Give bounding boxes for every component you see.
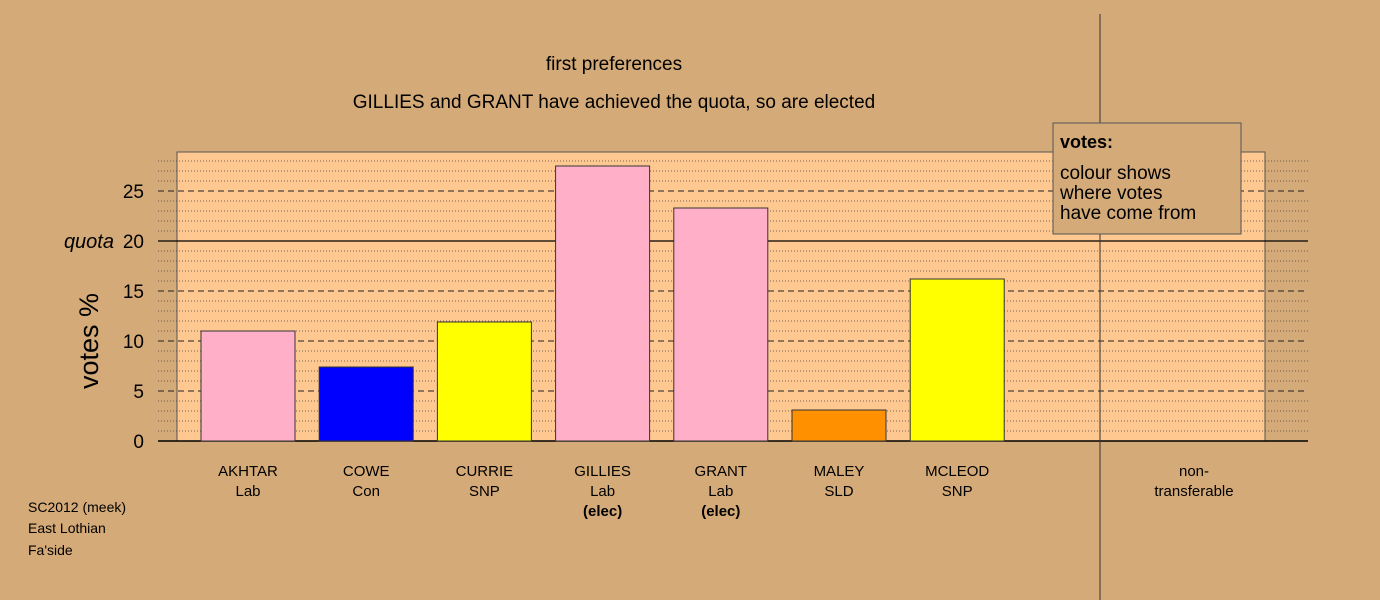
y-axis-label: votes % [74,293,104,389]
x-party-label: SNP [469,483,500,500]
bar [436,321,532,442]
y-tick-label: 5 [133,382,144,403]
y-tick-label: 25 [123,182,144,203]
legend-title: votes: [1060,132,1113,152]
y-tick-label: 15 [123,282,144,303]
footer-line-3: Fa'side [28,542,73,558]
x-tick-label: AKHTAR [218,463,278,480]
legend-box [1052,122,1242,235]
x-party-label: Con [352,483,380,500]
footer-line-2: East Lothian [28,520,106,536]
legend-line-3: have come from [1060,203,1196,224]
bar [200,330,296,442]
x-party-label: SNP [942,483,973,500]
nontransferable-label: non- [1179,463,1209,480]
x-tick-label: GILLIES [574,463,631,480]
y-tick-label: 10 [123,332,144,353]
x-party-label: Lab [590,483,615,500]
bar [673,207,769,442]
bar [318,366,414,442]
legend-line-1: colour shows [1060,163,1171,184]
footer-line-1: SC2012 (meek) [28,499,126,515]
x-party-label: SLD [824,483,853,500]
x-tick-label: GRANT [695,463,748,480]
bar [555,165,651,442]
x-tick-label: MCLEOD [925,463,989,480]
bar [791,409,887,442]
legend: votes: colour shows where votes have com… [1052,122,1242,235]
chart-subtitle: GILLIES and GRANT have achieved the quot… [353,92,875,113]
quota-label: quota [64,231,114,253]
x-party-label: Lab [708,483,733,500]
legend-line-2: where votes [1059,183,1162,204]
y-tick-label: 20 [123,232,144,253]
x-status-label: (elec) [701,503,740,520]
x-tick-label: MALEY [814,463,865,480]
chart-title: first preferences [546,54,682,75]
x-tick-label: CURRIE [456,463,514,480]
bar [909,278,1005,442]
x-status-label: (elec) [583,503,622,520]
x-party-label: Lab [235,483,260,500]
y-tick-label: 0 [133,432,144,453]
x-tick-label: COWE [343,463,390,480]
nontransferable-label: transferable [1154,483,1233,500]
